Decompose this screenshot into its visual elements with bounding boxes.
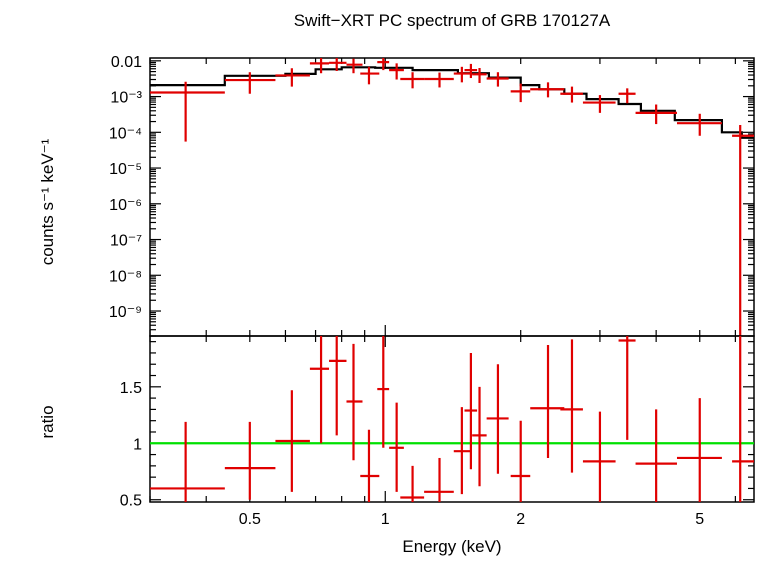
y-tick-label: 1 <box>133 436 142 453</box>
data-point <box>530 82 565 98</box>
ratio-point <box>635 409 677 502</box>
data-point <box>510 83 531 103</box>
data-point <box>486 72 509 87</box>
data-point <box>346 58 363 74</box>
chart-title: Swift−XRT PC spectrum of GRB 170127A <box>294 11 611 30</box>
data-point <box>150 81 225 142</box>
y-tick-label: 10⁻⁸ <box>109 268 142 285</box>
data-point <box>360 66 380 85</box>
ratio-point <box>464 352 478 470</box>
ratio-point <box>424 457 454 502</box>
ratio-point <box>329 336 347 436</box>
data-point <box>453 66 471 83</box>
data-point <box>377 58 390 71</box>
data-point <box>400 72 425 89</box>
data-point <box>309 58 330 74</box>
ratio-point <box>453 407 471 495</box>
ratio-point <box>560 339 583 473</box>
data-point <box>464 63 478 79</box>
y-tick-label: 1.5 <box>120 380 142 397</box>
data-point <box>275 68 310 87</box>
y-tick-label: 10⁻⁴ <box>109 125 142 142</box>
ratio-point <box>400 465 425 502</box>
ratio-frame <box>149 335 755 503</box>
data-point <box>582 95 616 113</box>
ratio-point <box>618 336 636 440</box>
x-axis-label: Energy (keV) <box>402 537 501 556</box>
ratio-point <box>377 336 390 448</box>
x-tick-label: 1 <box>381 511 390 528</box>
ratio-point <box>486 364 509 474</box>
y-tick-label: 10⁻⁶ <box>109 197 142 214</box>
ratio-point <box>150 421 225 502</box>
data-point <box>732 125 754 336</box>
y-axis-label-ratio: ratio <box>38 405 57 438</box>
spectrum-panel: 0.01 10⁻³ 10⁻⁴ 10⁻⁵ 10⁻⁶ 10⁻⁷ 10⁻⁸ 10⁻⁹ <box>109 54 755 337</box>
data-point <box>424 72 454 88</box>
ratio-point <box>346 343 363 461</box>
y-tick-label: 10⁻³ <box>110 90 142 107</box>
x-tick-label: 5 <box>695 511 704 528</box>
y-axis-label-spectrum: counts s⁻¹ keV⁻¹ <box>38 138 57 265</box>
y-tick-label: 10⁻⁵ <box>109 161 142 178</box>
ratio-point <box>732 336 754 502</box>
ratio-point <box>582 411 616 502</box>
data-point <box>635 104 677 125</box>
data-point <box>618 88 636 104</box>
ratio-point <box>530 345 565 458</box>
data-point <box>560 86 583 103</box>
ratio-point <box>360 429 380 502</box>
data-point <box>472 68 487 83</box>
data-point <box>224 72 276 94</box>
y-tick-label: 10⁻⁹ <box>109 304 142 321</box>
ratio-point <box>389 402 404 492</box>
ratio-point <box>224 421 276 500</box>
y-tick-label: 0.01 <box>111 54 142 71</box>
ratio-point <box>309 336 330 444</box>
y-tick-label: 0.5 <box>120 493 142 510</box>
data-point <box>389 63 404 80</box>
model-line <box>150 66 754 139</box>
x-tick-label: 2 <box>516 511 525 528</box>
ratio-panel: 0.5 1 1.5 0.5 1 2 5 <box>120 335 755 528</box>
x-tick-label: 0.5 <box>239 511 261 528</box>
ratio-point <box>510 420 531 502</box>
data-point <box>329 58 347 71</box>
data-point <box>676 113 722 136</box>
ratio-point <box>275 390 310 492</box>
y-tick-label: 10⁻⁷ <box>110 233 142 250</box>
ratio-point <box>676 398 722 502</box>
ratio-point <box>472 386 487 487</box>
spectrum-frame <box>149 57 755 337</box>
